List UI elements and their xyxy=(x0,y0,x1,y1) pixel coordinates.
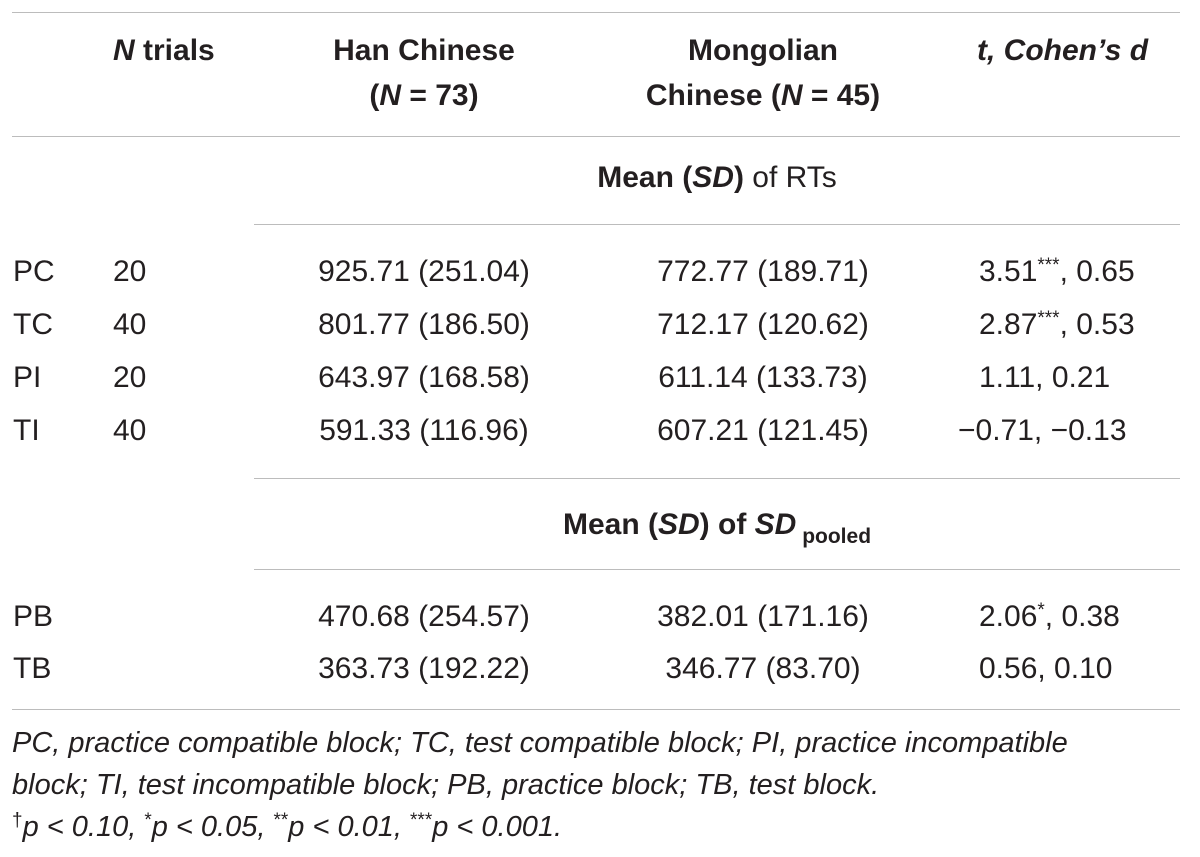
header-rule xyxy=(12,136,1180,137)
section-mean-sd-rts: Mean (SD) of RTs xyxy=(597,161,837,194)
row-pc-mongolian: 772.77 (189.71) xyxy=(657,255,869,288)
section2-top-rule xyxy=(254,478,1180,479)
row-pi-han: 643.97 (168.58) xyxy=(318,361,530,394)
footnote-abbrev-line2: block; TI, test incompatible block; PB, … xyxy=(12,769,880,801)
row-pc-n: 20 xyxy=(113,255,147,288)
footnote-abbrev-line1: PC, practice compatible block; TC, test … xyxy=(12,727,1068,759)
footnote-significance: †p < 0.10, *p < 0.05, **p < 0.01, ***p <… xyxy=(12,810,563,843)
row-ti-block: TI xyxy=(13,414,40,447)
row-ti-n: 40 xyxy=(113,414,147,447)
row-tb-block: TB xyxy=(13,652,52,685)
header-mongolian-chinese: Mongolian Chinese (N = 45) xyxy=(645,34,881,112)
row-ti-stat: −0.71, −0.13 xyxy=(958,414,1127,447)
row-tc-mongolian: 712.17 (120.62) xyxy=(657,308,869,341)
row-tc-block: TC xyxy=(13,308,53,341)
row-pc-stat: 3.51***, 0.65 xyxy=(979,255,1135,288)
row-tc-stat: 2.87***, 0.53 xyxy=(979,308,1135,341)
row-pi-block: PI xyxy=(13,361,42,394)
row-pc-han: 925.71 (251.04) xyxy=(318,255,530,288)
header-t-cohens-d: t, Cohen’s d xyxy=(977,34,1149,67)
row-pi-stat: 1.11, 0.21 xyxy=(979,361,1111,394)
row-tc-han: 801.77 (186.50) xyxy=(318,308,530,341)
header-n-trials: N trials xyxy=(113,34,215,67)
row-pb-han: 470.68 (254.57) xyxy=(318,600,530,633)
table-bottom-rule xyxy=(12,709,1180,710)
section1-rule xyxy=(254,224,1180,225)
row-pb-mongolian: 382.01 (171.16) xyxy=(657,600,869,633)
header-han-chinese: Han Chinese (N = 73) xyxy=(333,34,515,112)
table-top-rule xyxy=(12,12,1180,13)
row-tc-n: 40 xyxy=(113,308,147,341)
row-ti-han: 591.33 (116.96) xyxy=(319,414,529,447)
row-pb-stat: 2.06*, 0.38 xyxy=(979,600,1120,633)
row-pc-block: PC xyxy=(13,255,55,288)
row-ti-mongolian: 607.21 (121.45) xyxy=(657,414,869,447)
row-pb-block: PB xyxy=(13,600,54,633)
section-mean-sd-pooled: Mean (SD) of SD pooled xyxy=(562,508,872,548)
row-pi-n: 20 xyxy=(113,361,147,394)
row-tb-stat: 0.56, 0.10 xyxy=(979,652,1113,685)
row-pi-mongolian: 611.14 (133.73) xyxy=(658,361,868,394)
section2-rule xyxy=(254,569,1180,570)
row-tb-han: 363.73 (192.22) xyxy=(318,652,530,685)
row-tb-mongolian: 346.77 (83.70) xyxy=(665,652,861,685)
